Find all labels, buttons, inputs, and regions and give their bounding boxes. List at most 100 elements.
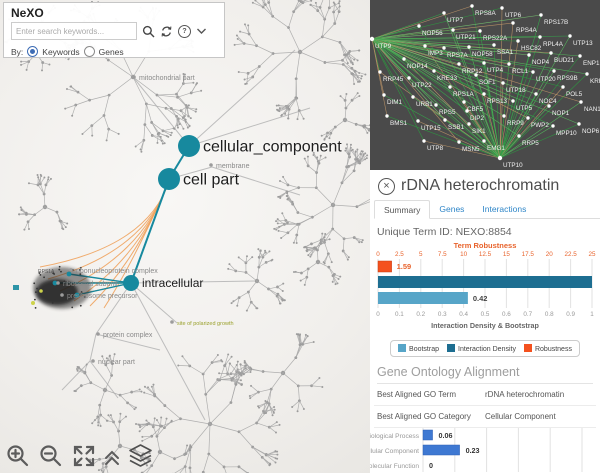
svg-text:0.3: 0.3 <box>438 311 447 318</box>
gene-node-label[interactable]: UTP20 <box>536 76 556 83</box>
graph-term-label[interactable]: preribosome precursor <box>67 293 138 300</box>
gene-node-label[interactable]: RRP9 <box>507 120 524 127</box>
gene-node-label[interactable]: RRP45 <box>383 76 404 83</box>
graph-term-label[interactable]: membrane <box>216 163 250 170</box>
radio-genes[interactable] <box>83 46 95 57</box>
gene-node-label[interactable]: MPP10 <box>556 130 577 137</box>
tab-genes[interactable]: Genes <box>439 204 465 214</box>
svg-text:1.59: 1.59 <box>397 262 412 271</box>
gene-node-label[interactable]: ENP1 <box>583 60 600 67</box>
zoom-out-button[interactable] <box>37 442 65 470</box>
gene-node-label[interactable]: NOP1 <box>552 110 570 117</box>
tab-summary[interactable]: Summary <box>374 200 431 219</box>
gene-node-label[interactable]: UTP4 <box>487 67 504 74</box>
gene-node-label[interactable]: RPS8A <box>475 10 496 17</box>
gene-node-label[interactable]: RPS4A <box>516 27 537 34</box>
term-node-intracellular[interactable] <box>123 275 139 291</box>
gene-node-label[interactable]: RPS1A <box>453 91 474 98</box>
gene-node-label[interactable]: RPS17B <box>544 19 568 26</box>
radio-keywords[interactable] <box>27 46 39 57</box>
gene-node-label[interactable]: NOP14 <box>407 63 428 70</box>
radio-genes-label: Genes <box>98 46 124 57</box>
go-alignment-chart: 00.20.40.60.81Biological Process0.06Cell… <box>370 428 583 472</box>
gene-node-label[interactable]: UTP6 <box>505 12 522 19</box>
gene-node-label[interactable]: RPS9B <box>557 75 578 82</box>
gene-node-label[interactable]: UTP21 <box>456 34 476 41</box>
gene-node-label[interactable]: RCL1 <box>512 68 529 75</box>
gene-node-label[interactable]: IMP3 <box>428 50 443 57</box>
gene-node-label[interactable]: UTP22 <box>412 82 432 89</box>
graph-term-label[interactable]: protein complex <box>103 332 153 339</box>
gene-node-label[interactable]: UTP18 <box>506 87 526 94</box>
collapse-button[interactable] <box>103 442 121 470</box>
gene-node-label[interactable]: RRP12 <box>462 68 483 75</box>
layers-button[interactable] <box>126 442 154 470</box>
zoom-in-button[interactable] <box>4 442 32 470</box>
chevron-down-icon[interactable] <box>196 27 207 35</box>
gene-node-label[interactable]: EMG1 <box>487 145 505 152</box>
go-alignment-table: Best Aligned GO Term rDNA heterochromati… <box>374 384 596 428</box>
gene-node-label[interactable]: NOC4 <box>539 98 557 105</box>
gene-node-label[interactable]: NAN1 <box>584 106 600 113</box>
gene-node-label[interactable]: BUD21 <box>554 57 575 64</box>
gene-node-label[interactable]: HSC82 <box>521 45 542 52</box>
graph-term-label[interactable]: mitochondrial part <box>139 75 195 82</box>
gene-node-label[interactable]: BMS1 <box>390 120 408 127</box>
term-node-label[interactable]: cell part <box>183 172 240 189</box>
gene-node-label[interactable]: SIK1 <box>472 128 486 135</box>
graph-term-label[interactable]: RPS1A <box>38 269 55 275</box>
interaction-network-panel[interactable]: UTP7 RPS8A UTP6 RPS17B UTP13 RPL4A RPS4A RPS22A… <box>370 0 600 170</box>
gene-node-label[interactable]: UTP10 <box>503 162 523 169</box>
gene-node-label[interactable]: UTP15 <box>421 125 441 132</box>
term-node-cellular_component[interactable] <box>178 135 200 157</box>
graph-term-label[interactable]: ribonucleoprotein complex <box>76 268 158 275</box>
gene-node-label[interactable]: NOP58 <box>472 51 493 58</box>
gene-node-label[interactable]: CBF5 <box>467 106 484 113</box>
gene-node-label[interactable]: DIM1 <box>387 99 403 106</box>
graph-term-label[interactable]: ribosomal subunit <box>63 281 118 288</box>
svg-text:0.06: 0.06 <box>439 431 453 440</box>
term-node-label[interactable]: cellular_component <box>203 139 342 156</box>
gene-node-label[interactable]: UTP5 <box>516 105 533 112</box>
gene-node-label[interactable]: DIP2 <box>470 115 484 122</box>
refresh-icon[interactable] <box>160 25 173 38</box>
graph-term-label[interactable]: site of polarized growth <box>177 321 234 327</box>
gene-node-label[interactable]: NOP56 <box>422 30 443 37</box>
svg-text:Molecular Function: Molecular Function <box>370 463 419 470</box>
svg-text:17.5: 17.5 <box>522 251 535 258</box>
gene-node-label[interactable]: UTP9 <box>375 43 392 50</box>
term-node-label[interactable]: intracellular <box>142 276 203 290</box>
gene-node-label[interactable]: RPL4A <box>543 41 564 48</box>
graph-term-label[interactable]: nuclear part <box>98 359 135 366</box>
gene-node-label[interactable]: RRP5 <box>522 140 539 147</box>
gene-node-label[interactable]: PWP2 <box>531 122 549 129</box>
close-icon[interactable]: × <box>378 177 395 195</box>
tab-interactions[interactable]: Interactions <box>482 204 527 214</box>
gene-node-label[interactable]: SSB1 <box>448 124 465 131</box>
gene-node-label[interactable]: KRR1 <box>590 78 600 85</box>
gene-node-label[interactable]: URB1 <box>416 101 433 108</box>
gene-node-label[interactable]: RPS22A <box>483 35 508 42</box>
gene-node-label[interactable]: POL5 <box>566 91 583 98</box>
gene-node-label[interactable]: SOF1 <box>479 79 496 86</box>
gene-node-label[interactable]: NOP4 <box>532 59 550 66</box>
gene-node-label[interactable]: UTP7 <box>447 17 464 24</box>
gene-node-label[interactable]: UTP13 <box>573 40 593 47</box>
fit-to-view-button[interactable] <box>70 442 98 470</box>
gene-node-label[interactable]: RPS13 <box>487 98 507 105</box>
search-input[interactable] <box>11 22 137 40</box>
gene-node-label[interactable]: UTP8 <box>427 145 444 152</box>
search-icon[interactable] <box>142 25 155 38</box>
gene-node-label[interactable]: SSA1 <box>497 49 514 56</box>
gene-node-label[interactable]: RPS5 <box>439 109 456 116</box>
gene-node-label[interactable]: KRE33 <box>437 75 457 82</box>
term-detail-panel: × rDNA heterochromatin Summary Genes Inter… <box>370 170 600 473</box>
help-icon[interactable]: ? <box>178 24 191 38</box>
gene-node-label[interactable]: MSN5 <box>462 146 480 153</box>
ontology-canvas[interactable]: mitochondrial part membrane protein comple… <box>0 0 370 473</box>
term-node-cell_part[interactable] <box>158 168 180 190</box>
gene-node-label[interactable]: RPS7A <box>447 52 468 59</box>
gene-node-label[interactable]: NOP6 <box>582 128 600 135</box>
ontology-graph[interactable]: mitochondrial part membrane protein comple… <box>0 0 370 473</box>
dense-gene-cluster[interactable] <box>13 265 91 309</box>
